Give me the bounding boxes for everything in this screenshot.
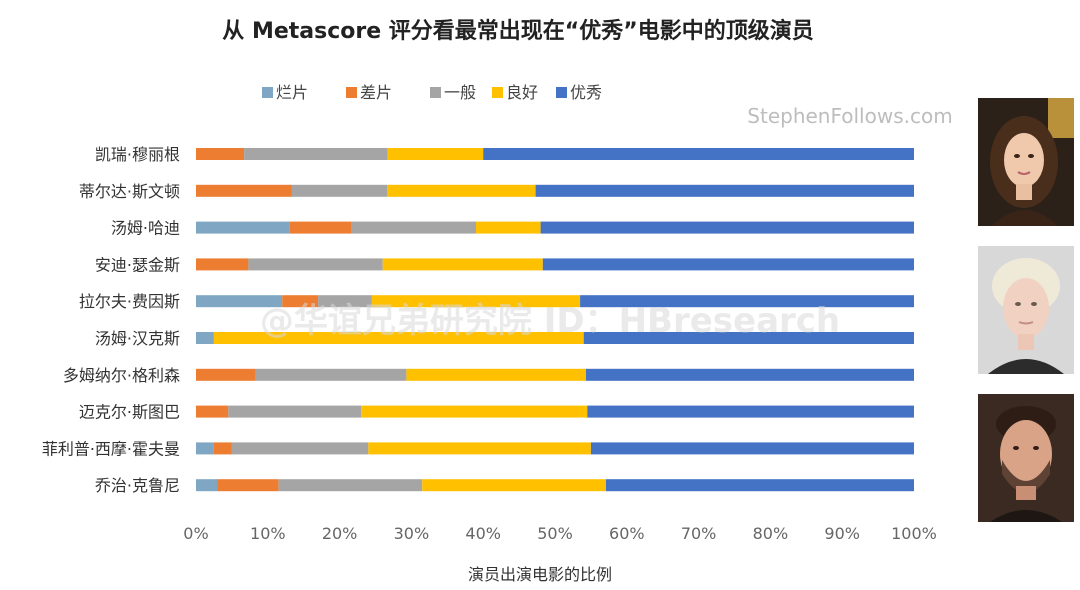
category-label-6: 多姆纳尔·格利森 bbox=[63, 366, 180, 385]
bar-segment-6-3 bbox=[406, 368, 586, 381]
legend-swatch-3 bbox=[492, 87, 503, 98]
bar-segment-3-2 bbox=[248, 258, 383, 271]
bar-segment-7-3 bbox=[361, 405, 588, 418]
bar-segment-1-3 bbox=[387, 184, 536, 197]
category-label-0: 凯瑞·穆丽根 bbox=[95, 145, 180, 164]
category-label-3: 安迪·瑟金斯 bbox=[95, 255, 180, 274]
x-tick-label-2: 20% bbox=[322, 524, 358, 543]
category-label-7: 迈克尔·斯图巴 bbox=[79, 403, 180, 422]
portrait-man-beard-icon bbox=[978, 394, 1074, 522]
bar-segment-9-4 bbox=[606, 479, 914, 492]
x-tick-label-3: 30% bbox=[394, 524, 430, 543]
bar-segment-5-4 bbox=[583, 332, 914, 344]
x-tick-label-10: 100% bbox=[891, 524, 937, 543]
bar-segment-6-1 bbox=[196, 368, 256, 381]
bar-segment-8-2 bbox=[231, 442, 369, 455]
bar-segment-7-4 bbox=[587, 405, 914, 418]
legend-label-4: 优秀 bbox=[570, 83, 602, 102]
bar-segment-4-0 bbox=[196, 295, 283, 308]
category-labels: 凯瑞·穆丽根蒂尔达·斯文顿汤姆·哈迪安迪·瑟金斯拉尔夫·费因斯汤姆·汉克斯多姆纳… bbox=[42, 145, 180, 495]
legend-label-1: 差片 bbox=[360, 83, 392, 102]
category-label-5: 汤姆·汉克斯 bbox=[95, 329, 180, 348]
bar-segment-9-1 bbox=[217, 479, 279, 492]
bar-segment-6-4 bbox=[585, 368, 914, 381]
bar-segment-6-2 bbox=[255, 368, 407, 381]
bar-segment-8-3 bbox=[368, 442, 591, 455]
bar-segment-9-0 bbox=[196, 479, 218, 492]
x-tick-label-0: 0% bbox=[183, 524, 208, 543]
bar-segment-7-2 bbox=[228, 405, 362, 418]
bar-segment-2-3 bbox=[476, 221, 541, 234]
bar-segment-2-4 bbox=[540, 221, 914, 234]
portrait-woman-dark-hair-icon bbox=[978, 98, 1074, 226]
x-tick-label-8: 80% bbox=[753, 524, 789, 543]
bar-segment-7-1 bbox=[196, 405, 229, 418]
category-label-4: 拉尔夫·费因斯 bbox=[79, 292, 180, 311]
bar-segment-2-0 bbox=[196, 221, 290, 234]
bar-segment-8-0 bbox=[196, 442, 214, 455]
bar-segment-1-2 bbox=[291, 184, 387, 197]
bar-segment-0-1 bbox=[196, 148, 245, 160]
bar-segment-4-1 bbox=[282, 295, 319, 308]
bar-segment-9-2 bbox=[278, 479, 423, 492]
bar-segment-1-1 bbox=[196, 184, 292, 197]
legend-label-2: 一般 bbox=[444, 83, 476, 102]
bar-segment-4-3 bbox=[371, 295, 581, 308]
bar-segment-5-3 bbox=[213, 332, 584, 344]
legend-swatch-4 bbox=[556, 87, 567, 98]
chart-title: 从 Metascore 评分看最常出现在“优秀”电影中的顶级演员 bbox=[222, 18, 813, 44]
bar-segment-0-2 bbox=[244, 148, 388, 160]
category-label-8: 菲利普·西摩·霍夫曼 bbox=[42, 439, 180, 458]
legend-swatch-2 bbox=[430, 87, 441, 98]
bar-segment-3-1 bbox=[196, 258, 249, 271]
category-label-9: 乔治·克鲁尼 bbox=[95, 476, 180, 495]
bars bbox=[196, 148, 914, 492]
credit-text: StephenFollows.com bbox=[747, 104, 952, 128]
category-label-1: 蒂尔达·斯文顿 bbox=[79, 182, 180, 201]
x-tick-label-7: 70% bbox=[681, 524, 717, 543]
x-axis-label: 演员出演电影的比例 bbox=[468, 565, 612, 584]
bar-segment-4-2 bbox=[318, 295, 372, 308]
bar-segment-0-4 bbox=[483, 148, 914, 160]
legend-label-0: 烂片 bbox=[276, 83, 308, 102]
legend-label-3: 良好 bbox=[506, 83, 538, 102]
bar-segment-5-0 bbox=[196, 332, 214, 344]
bar-segment-2-1 bbox=[289, 221, 352, 234]
bar-segment-1-4 bbox=[535, 184, 914, 197]
bar-segment-8-4 bbox=[590, 442, 914, 455]
bar-segment-8-1 bbox=[213, 442, 232, 455]
x-tick-label-5: 50% bbox=[537, 524, 573, 543]
legend: 烂片 差片 一般 良好 优秀 bbox=[262, 83, 602, 102]
legend-swatch-0 bbox=[262, 87, 273, 98]
legend-swatch-1 bbox=[346, 87, 357, 98]
bar-segment-4-4 bbox=[580, 295, 914, 308]
x-tick-label-1: 10% bbox=[250, 524, 286, 543]
bar-segment-3-4 bbox=[542, 258, 914, 271]
bar-segment-9-3 bbox=[422, 479, 606, 492]
category-label-2: 汤姆·哈迪 bbox=[111, 219, 180, 238]
bar-segment-3-3 bbox=[382, 258, 543, 271]
x-tick-label-6: 60% bbox=[609, 524, 645, 543]
bar-segment-2-2 bbox=[351, 221, 476, 234]
x-axis-ticks: 0% 10% 20% 30% 40% 50% 60% 70% 80% 90% 100% bbox=[183, 524, 937, 543]
watermark-text: @华谊兄弟研究院 ID：HBresearch bbox=[260, 301, 840, 341]
x-tick-label-9: 90% bbox=[824, 524, 860, 543]
bar-segment-0-3 bbox=[387, 148, 484, 160]
x-tick-label-4: 40% bbox=[465, 524, 501, 543]
portrait-platinum-hair-icon bbox=[978, 246, 1074, 374]
